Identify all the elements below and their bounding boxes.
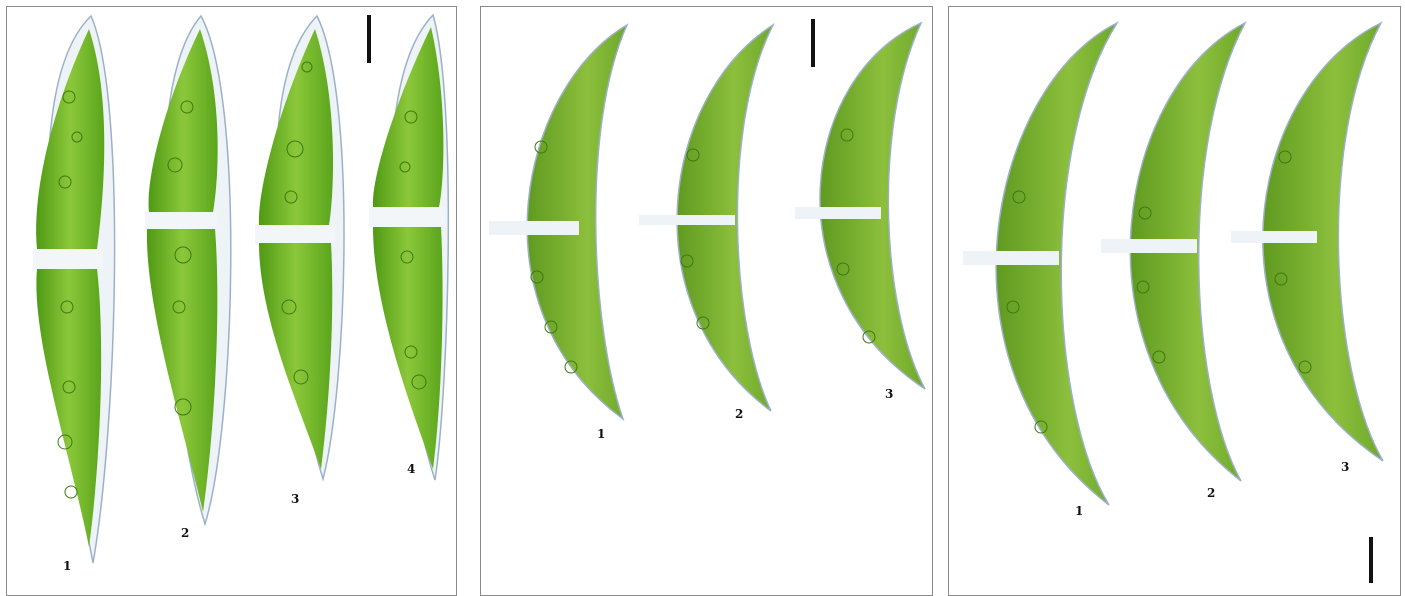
cell-label-2: 2 — [735, 407, 744, 421]
arcuate-cell-1 — [963, 21, 1120, 506]
cell-label-1: 1 — [597, 427, 606, 441]
cell-label-2: 2 — [1207, 486, 1216, 500]
cell-label-3: 3 — [1341, 460, 1350, 474]
fusiform-cell-4 — [372, 13, 450, 481]
cell-label-1: 1 — [63, 559, 72, 573]
cell-label-2: 2 — [181, 526, 190, 540]
panel-lunate-cells: 1 2 3 — [480, 6, 933, 596]
cell-2-isthmus — [145, 212, 217, 229]
lunate-cell-3 — [795, 21, 926, 390]
panel-3-figure — [963, 21, 1384, 583]
arcuate-cell-2 — [1101, 21, 1247, 482]
fusiform-cell-3 — [258, 14, 345, 482]
cell-3-isthmus — [255, 225, 335, 243]
panel-arcuate-cells: 1 2 3 — [948, 6, 1401, 596]
lunate-cell-1 — [489, 23, 629, 422]
panel-1-figure — [33, 13, 450, 564]
panel-2-figure — [489, 19, 926, 422]
fusiform-cell-1 — [36, 14, 116, 564]
cell-label-3: 3 — [885, 387, 894, 401]
cell-label-3: 3 — [291, 492, 300, 506]
cell-4-isthmus — [369, 207, 445, 227]
panel-fusiform-cells: 1 2 3 4 — [6, 6, 457, 596]
fusiform-cell-2 — [146, 14, 232, 527]
lunate-cell-2 — [639, 22, 775, 412]
cell-1-isthmus — [33, 249, 103, 269]
scale-bar — [367, 15, 371, 63]
scale-bar — [811, 19, 815, 67]
scale-bar — [1369, 537, 1373, 583]
arcuate-cell-3 — [1231, 21, 1384, 462]
cell-label-4: 4 — [407, 462, 416, 476]
cell-label-1: 1 — [1075, 504, 1084, 518]
